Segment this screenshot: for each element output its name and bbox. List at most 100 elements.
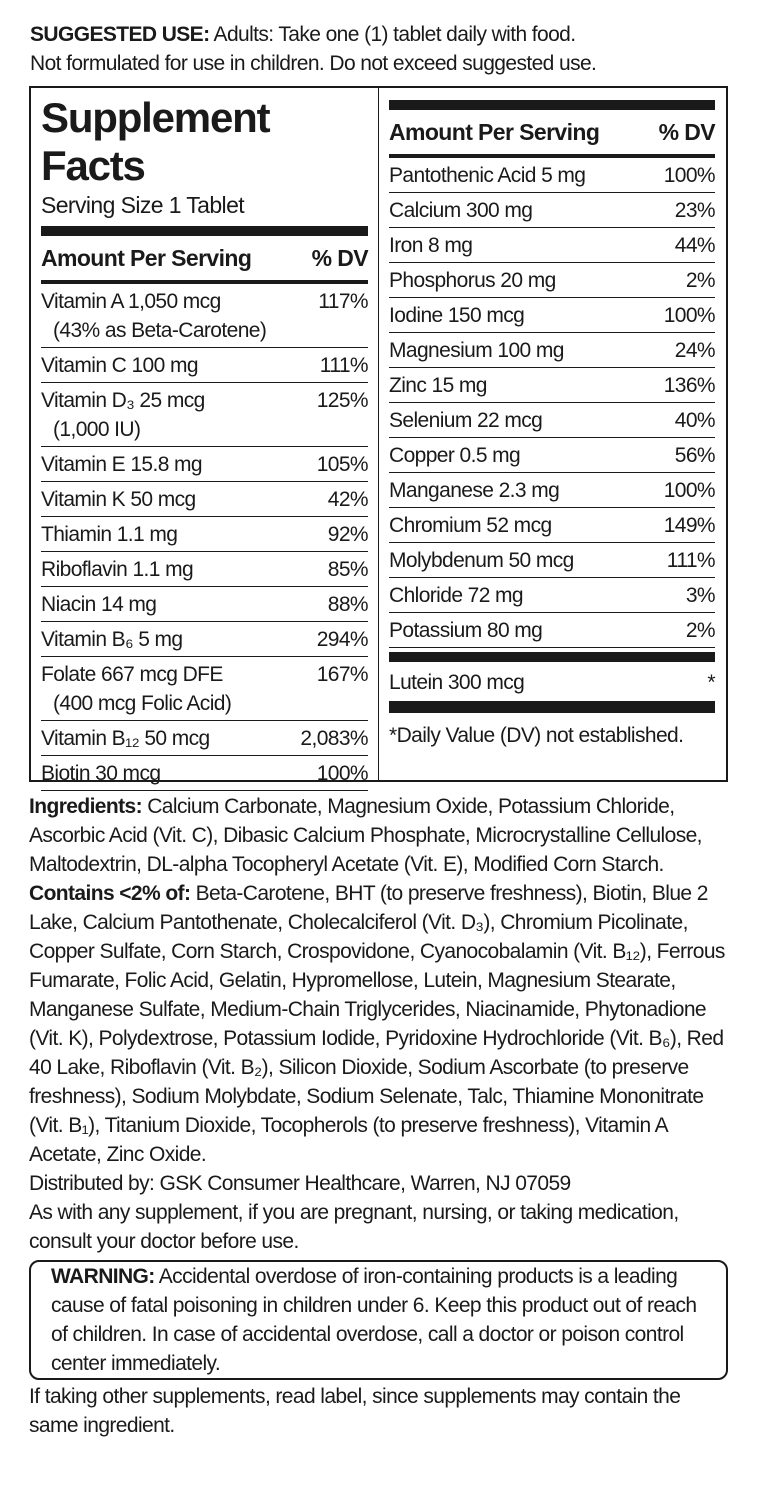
nutrient-dv: 88% bbox=[327, 593, 369, 616]
nutrient-name: Selenium 22 mcg bbox=[389, 409, 543, 432]
dv-header: % DV bbox=[311, 245, 369, 271]
nutrient-name: Chloride 72 mg bbox=[389, 584, 524, 607]
ingredients-text: Calcium Carbonate, Magnesium Oxide, Pota… bbox=[29, 795, 703, 876]
nutrient-label: Vitamin D₃ 25 mcg (1,000 IU) bbox=[41, 386, 205, 444]
nutrient-dv: 111% bbox=[319, 354, 369, 377]
nutrient-label: Magnesium 100 mg bbox=[389, 336, 564, 365]
nutrient-label: Iron 8 mg bbox=[389, 231, 473, 260]
nutrient-label: Selenium 22 mcg bbox=[389, 406, 543, 435]
ingredients-label: Ingredients: bbox=[29, 795, 143, 818]
footnote: *Daily Value (DV) not established. bbox=[389, 724, 684, 747]
nutrient-row: Vitamin C 100 mg 111% bbox=[41, 348, 369, 383]
nutrient-row: Chloride 72 mg 3% bbox=[389, 578, 716, 613]
nutrient-row: Selenium 22 mcg 40% bbox=[389, 403, 716, 438]
nutrient-name: Vitamin B₆ 5 mg bbox=[41, 628, 183, 651]
contains-label: Contains <2% of: bbox=[29, 882, 191, 905]
nutrient-label: Chromium 52 mcg bbox=[389, 511, 552, 540]
nutrient-dv: 42% bbox=[327, 488, 369, 511]
nutrient-dv: 149% bbox=[663, 514, 716, 537]
dv-header: % DV bbox=[658, 119, 716, 145]
nutrient-dv: 125% bbox=[316, 389, 369, 412]
nutrient-row: Chromium 52 mcg 149% bbox=[389, 508, 716, 543]
nutrient-name: Vitamin D₃ 25 mcg bbox=[41, 389, 205, 412]
nutrient-dv: 40% bbox=[674, 409, 716, 432]
nutrient-name: Pantothenic Acid 5 mg bbox=[389, 164, 586, 187]
nutrient-row: Magnesium 100 mg 24% bbox=[389, 333, 716, 368]
other-supplements: If taking other supplements, read label,… bbox=[29, 1385, 681, 1437]
nutrient-row: Copper 0.5 mg 56% bbox=[389, 438, 716, 473]
nutrient-label: Niacin 14 mg bbox=[41, 590, 157, 619]
nutrient-row: Iodine 150 mcg 100% bbox=[389, 298, 716, 333]
nutrient-label: Molybdenum 50 mcg bbox=[389, 546, 574, 575]
nutrient-row: Zinc 15 mg 136% bbox=[389, 368, 716, 403]
nutrient-row: Molybdenum 50 mcg 111% bbox=[389, 543, 716, 578]
nutrient-dv: 294% bbox=[316, 628, 369, 651]
nutrient-row: Riboflavin 1.1 mg 85% bbox=[41, 552, 369, 587]
nutrient-name: Copper 0.5 mg bbox=[389, 444, 521, 467]
nutrient-row: Vitamin B₁₂ 50 mcg 2,083% bbox=[41, 721, 369, 756]
amount-header: Amount Per Serving bbox=[389, 119, 600, 145]
nutrient-dv: 2% bbox=[685, 619, 716, 642]
nutrient-name: Zinc 15 mg bbox=[389, 374, 487, 397]
nutrient-dv: 100% bbox=[663, 304, 716, 327]
warning-text: Accidental overdose of iron-containing p… bbox=[51, 1265, 697, 1375]
nutrient-label: Vitamin B₆ 5 mg bbox=[41, 625, 183, 654]
nutrient-label: Iodine 150 mcg bbox=[389, 301, 525, 330]
nutrient-row: Biotin 30 mcg 100% bbox=[41, 756, 369, 791]
suggested-use-label: SUGGESTED USE: bbox=[30, 23, 210, 46]
nutrient-name: Vitamin A 1,050 mcg bbox=[41, 290, 221, 313]
nutrient-label: Phosphorus 20 mg bbox=[389, 266, 556, 295]
right-column: Amount Per Serving % DV Pantothenic Acid … bbox=[379, 88, 725, 780]
nutrient-row: Vitamin B₆ 5 mg 294% bbox=[41, 622, 369, 657]
nutrient-note: (43% as Beta-Carotene) bbox=[53, 319, 267, 342]
nutrient-dv: 100% bbox=[663, 479, 716, 502]
nutrient-dv: 111% bbox=[666, 549, 716, 572]
nutrient-row: Folate 667 mcg DFE (400 mcg Folic Acid) 16… bbox=[41, 657, 369, 721]
nutrient-label: Pantothenic Acid 5 mg bbox=[389, 161, 586, 190]
nutrient-name: Iodine 150 mcg bbox=[389, 304, 525, 327]
column-header: Amount Per Serving % DV bbox=[389, 110, 716, 158]
nutrient-name: Thiamin 1.1 mg bbox=[41, 523, 178, 546]
nutrient-dv: 117% bbox=[318, 290, 368, 313]
nutrient-note: (400 mcg Folic Acid) bbox=[53, 692, 232, 715]
suggested-use-line: SUGGESTED USE: Adults: Take one (1) tabl… bbox=[30, 20, 596, 49]
supplement-facts: Supplement Facts Serving Size 1 Tablet A… bbox=[29, 86, 728, 791]
thick-rule bbox=[389, 652, 715, 662]
nutrient-label: Biotin 30 mcg bbox=[41, 759, 161, 788]
nutrient-row: Vitamin A 1,050 mcg (43% as Beta-Carotene… bbox=[41, 284, 369, 348]
nutrient-row: Iron 8 mg 44% bbox=[389, 228, 716, 263]
nutrient-note: (1,000 IU) bbox=[53, 418, 141, 441]
suggested-use-text: Not formulated for use in children. Do n… bbox=[30, 52, 597, 75]
thick-rule bbox=[389, 701, 715, 713]
nutrient-row: Niacin 14 mg 88% bbox=[41, 587, 369, 622]
nutrient-name: Phosphorus 20 mg bbox=[389, 269, 556, 292]
nutrient-label: Potassium 80 mg bbox=[389, 616, 543, 645]
nutrient-name: Chromium 52 mcg bbox=[389, 514, 552, 537]
nutrient-dv: 24% bbox=[674, 339, 716, 362]
serving-size: Serving Size 1 Tablet bbox=[41, 192, 245, 218]
warning-label: WARNING: bbox=[51, 1265, 155, 1288]
warning-box: WARNING: Accidental overdose of iron-con… bbox=[29, 1260, 728, 1380]
nutrient-label: Zinc 15 mg bbox=[389, 371, 487, 400]
nutrient-row: Manganese 2.3 mg 100% bbox=[389, 473, 716, 508]
nutrient-label: Riboflavin 1.1 mg bbox=[41, 555, 194, 584]
nutrient-dv: 136% bbox=[663, 374, 716, 397]
nutrient-label: Calcium 300 mg bbox=[389, 196, 533, 225]
nutrient-label: Folate 667 mcg DFE (400 mcg Folic Acid) bbox=[41, 660, 232, 718]
nutrient-name: Molybdenum 50 mcg bbox=[389, 549, 574, 572]
nutrient-name: Folate 667 mcg DFE bbox=[41, 663, 223, 686]
nutrient-name: Iron 8 mg bbox=[389, 234, 473, 257]
nutrient-dv: 2,083% bbox=[300, 727, 368, 750]
nutrient-name: Manganese 2.3 mg bbox=[389, 479, 560, 502]
nutrient-dv: 44% bbox=[674, 234, 716, 257]
nutrient-row: Phosphorus 20 mg 2% bbox=[389, 263, 716, 298]
nutrient-name: Magnesium 100 mg bbox=[389, 339, 564, 362]
nutrient-dv: 92% bbox=[327, 523, 369, 546]
right-rows: Pantothenic Acid 5 mg 100% Calcium 300 mg 2… bbox=[389, 158, 716, 648]
nutrient-label: Vitamin K 50 mcg bbox=[41, 485, 196, 514]
left-column: Supplement Facts Serving Size 1 Tablet A… bbox=[31, 88, 379, 791]
nutrient-label: Chloride 72 mg bbox=[389, 581, 524, 610]
nutrient-name: Vitamin B₁₂ 50 mcg bbox=[41, 727, 210, 750]
nutrient-dv: 23% bbox=[674, 199, 716, 222]
